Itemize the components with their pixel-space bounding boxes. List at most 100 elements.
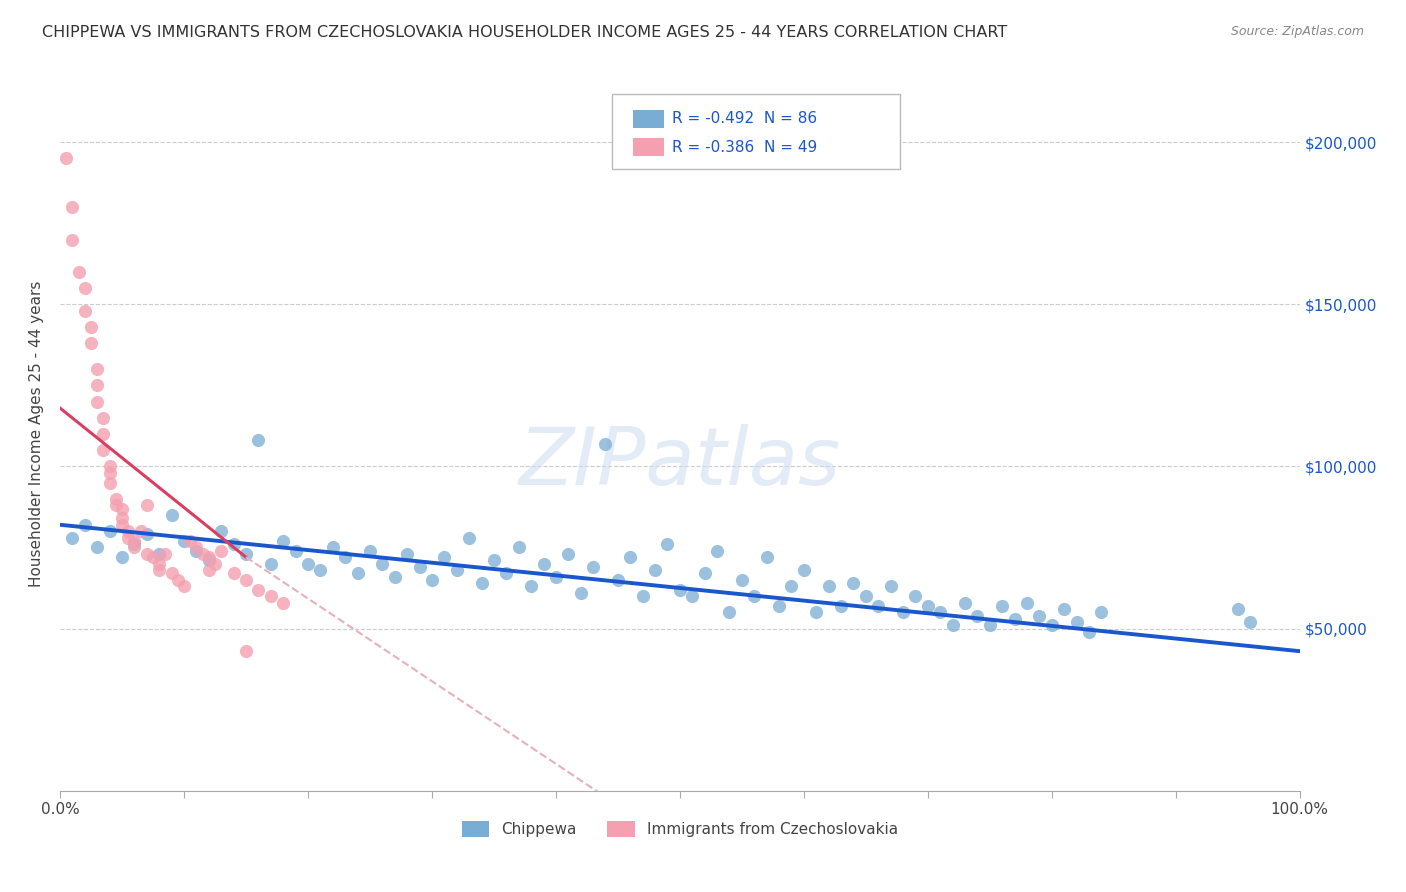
Point [104,491,127,506]
Point [1066,615,1088,629]
Point [482,553,505,567]
Point [67,265,90,279]
Point [111,511,134,525]
Point [1078,624,1101,639]
Point [209,524,232,539]
Point [855,589,877,603]
Point [179,533,201,548]
Point [384,569,406,583]
Point [669,582,692,597]
Point [508,541,530,555]
Point [408,560,430,574]
Point [868,599,890,613]
Point [93,443,115,458]
Point [117,524,139,539]
Point [1226,602,1249,616]
Point [173,579,195,593]
Point [333,550,356,565]
Point [433,550,456,565]
Point [879,579,901,593]
Point [135,499,157,513]
Point [446,563,468,577]
Point [73,281,96,295]
Point [830,599,852,613]
Point [186,543,208,558]
Point [247,582,270,597]
Point [1028,608,1050,623]
Point [595,436,617,450]
Text: R = -0.386  N = 49: R = -0.386 N = 49 [672,140,817,154]
Point [520,579,543,593]
Point [817,579,839,593]
Point [396,547,419,561]
Point [806,605,828,619]
Point [93,427,115,442]
Point [148,557,170,571]
Point [98,466,121,480]
Point [470,576,492,591]
Point [309,563,332,577]
Point [842,576,865,591]
Text: R = -0.492  N = 86: R = -0.492 N = 86 [672,112,817,126]
Text: ZIPatlas: ZIPatlas [519,424,841,501]
Point [891,605,914,619]
Point [117,531,139,545]
Point [86,394,108,409]
Point [322,541,344,555]
Point [198,550,221,565]
Point [458,531,481,545]
Point [204,557,226,571]
Point [942,618,965,632]
Point [104,499,127,513]
Point [569,586,592,600]
Point [606,573,628,587]
Point [1090,605,1112,619]
Point [544,569,567,583]
Point [124,537,146,551]
Point [222,566,245,581]
Point [966,608,988,623]
Point [93,410,115,425]
Point [346,566,368,581]
Point [235,644,257,658]
Point [953,596,976,610]
Point [124,533,146,548]
Point [198,563,221,577]
Point [271,533,294,548]
Point [644,563,666,577]
Point [904,589,927,603]
Point [742,589,765,603]
Point [98,524,121,539]
Point [62,233,84,247]
Point [173,533,195,548]
Point [247,434,270,448]
Point [768,599,790,613]
Point [718,605,741,619]
Point [657,537,679,551]
Point [582,560,605,574]
Point [86,541,108,555]
Point [793,563,815,577]
Point [55,152,77,166]
Point [371,557,394,571]
Point [1239,615,1261,629]
Point [124,541,146,555]
Point [755,550,778,565]
Point [62,200,84,214]
Point [148,563,170,577]
Point [80,320,103,334]
Point [191,547,214,561]
Point [160,566,183,581]
Point [1040,618,1063,632]
Point [111,501,134,516]
Point [731,573,754,587]
Point [929,605,952,619]
Point [991,599,1014,613]
Point [631,589,654,603]
Point [86,378,108,392]
Legend: Chippewa, Immigrants from Czechoslovakia: Chippewa, Immigrants from Czechoslovakia [456,815,904,844]
Point [1004,612,1026,626]
Point [495,566,517,581]
Point [198,553,221,567]
Point [111,517,134,532]
